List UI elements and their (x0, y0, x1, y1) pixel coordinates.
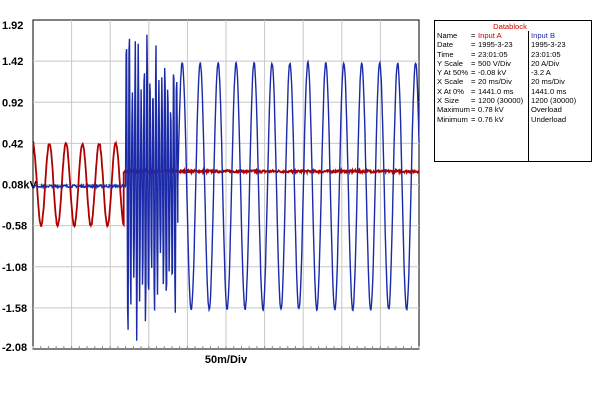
datablock-row: Date = 1995-3-23 1995-3-23 (435, 40, 591, 49)
datablock-row: Maximum = 0.78 kV Overload (435, 105, 591, 114)
y-tick-label: 0.42 (2, 138, 23, 150)
datablock-input-b-value: -3.2 A (531, 68, 551, 78)
datablock-field-name: Maximum (437, 105, 470, 115)
datablock-row: Minimum = 0.76 kV Underload (435, 115, 591, 124)
datablock-input-a-value: 0.76 kV (478, 114, 504, 124)
datablock-equals: = (471, 40, 476, 50)
datablock-equals: = (471, 86, 476, 96)
y-tick-label: -1.08 (2, 262, 27, 274)
datablock-rows: Name = Input A Input B Date = 1995-3-23 1995-3-… (435, 31, 591, 124)
datablock-equals: = (471, 31, 476, 40)
datablock-row: Y Scale = 500 V/Div 20 A/Div (435, 59, 591, 68)
datablock-row: X Scale = 20 ms/Div 20 ms/Div (435, 77, 591, 86)
y-tick-label: 0.08kV (2, 180, 38, 192)
datablock-equals: = (471, 68, 476, 78)
datablock-input-b-value: Input B (531, 31, 556, 40)
datablock-equals: = (471, 58, 476, 68)
datablock-field-name: X At 0% (437, 86, 465, 96)
datablock-input-a-value: 1995-3-23 (478, 40, 513, 50)
datablock-input-b-value: 1200 (30000) (531, 96, 577, 106)
y-tick-labels: 1.92 1.42 0.92 0.42 0.08kV -0.58 -1.08 -1.58 -2.… (2, 20, 38, 354)
datablock-input-a-value: 500 V/Div (478, 58, 511, 68)
datablock-equals: = (471, 105, 476, 115)
datablock-input-a-value: 1200 (30000) (478, 96, 524, 106)
datablock-input-a-value: -0.08 kV (478, 68, 507, 78)
datablock-input-b-value: 1441.0 ms (531, 86, 567, 96)
datablock-input-b-value: 1995-3-23 (531, 40, 566, 50)
datablock-divider (528, 31, 529, 161)
datablock-row: X At 0% = 1441.0 ms 1441.0 ms (435, 87, 591, 96)
datablock-input-b-value: 20 ms/Div (531, 77, 565, 87)
datablock-input-b-value: Overload (531, 105, 562, 115)
datablock-row: Time = 23:01:05 23:01:05 (435, 50, 591, 59)
datablock-input-b-value: 23:01:05 (531, 49, 561, 59)
datablock-input-a-value: 23:01:05 (478, 49, 508, 59)
y-tick-label: 1.92 (2, 20, 23, 32)
y-tick-label: -2.08 (2, 342, 27, 354)
datablock-input-a-value: 20 ms/Div (478, 77, 512, 87)
y-tick-label: 1.42 (2, 56, 23, 68)
datablock-row: X Size = 1200 (30000) 1200 (30000) (435, 96, 591, 105)
datablock-field-name: Y At 50% (437, 68, 469, 78)
datablock-input-b-value: 20 A/Div (531, 58, 560, 68)
y-tick-label: 0.92 (2, 97, 23, 109)
datablock-row: Y At 50% = -0.08 kV -3.2 A (435, 68, 591, 77)
datablock-title: Datablock (493, 22, 527, 31)
y-tick-label: -0.58 (2, 221, 27, 233)
datablock-row: Name = Input A Input B (435, 31, 591, 40)
datablock-panel: Datablock Name = Input A Input B Date = 1995-3… (434, 20, 592, 162)
datablock-equals: = (471, 114, 476, 124)
datablock-input-a-value: Input A (478, 31, 502, 40)
y-tick-label: -1.58 (2, 303, 27, 315)
datablock-equals: = (471, 49, 476, 59)
series-input-b-line (32, 34, 420, 341)
datablock-field-name: Minimum (437, 114, 468, 124)
datablock-input-a-value: 0.78 kV (478, 105, 504, 115)
datablock-equals: = (471, 96, 476, 106)
datablock-field-name: Y Scale (437, 58, 464, 68)
series-input-a-line (32, 140, 420, 229)
datablock-field-name: Time (437, 49, 454, 59)
x-axis-label: 50m/Div (205, 354, 248, 366)
datablock-field-name: X Scale (437, 77, 464, 87)
datablock-input-a-value: 1441.0 ms (478, 86, 514, 96)
datablock-field-name: Date (437, 40, 454, 50)
datablock-field-name: X Size (437, 96, 459, 106)
datablock-field-name: Name (437, 31, 458, 40)
datablock-input-b-value: Underload (531, 114, 567, 124)
datablock-equals: = (471, 77, 476, 87)
